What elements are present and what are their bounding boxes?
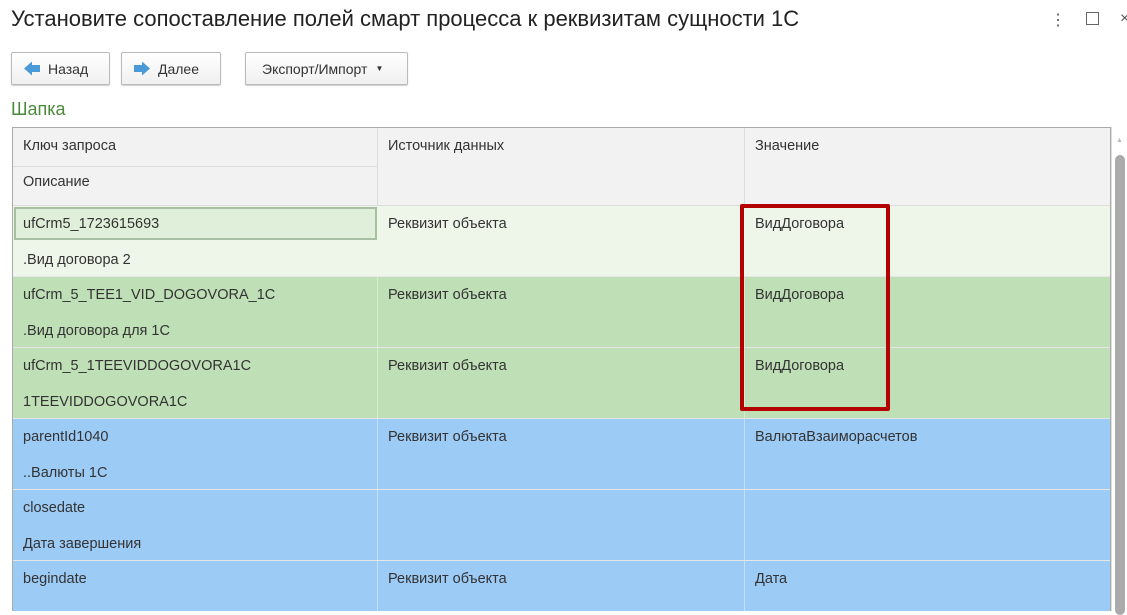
maximize-icon[interactable] [1086, 12, 1099, 25]
cell-key[interactable]: parentId1040 [23, 429, 109, 445]
table-header: Ключ запроса Описание Источник данных Зн… [13, 128, 1110, 206]
cell-key[interactable]: ufCrm_5_1TEEVIDDOGOVORA1C [23, 358, 252, 374]
window-title: Установите сопоставление полей смарт про… [11, 6, 800, 31]
next-label: Далее [158, 60, 200, 77]
highlight-box [740, 204, 890, 411]
scrollbar-thumb[interactable] [1115, 155, 1125, 615]
arrow-right-icon [134, 61, 150, 76]
header-description[interactable]: Описание [23, 174, 90, 190]
cell-value[interactable]: ВидДоговора [755, 287, 845, 303]
scroll-up-icon[interactable]: ▲ [1116, 137, 1123, 144]
export-import-button[interactable]: Экспорт/Импорт ▼ [245, 52, 408, 85]
table-row[interactable]: ufCrm5_1723615693 .Вид договора 2 Реквиз… [13, 206, 1110, 277]
back-label: Назад [48, 60, 89, 77]
mapping-table: Ключ запроса Описание Источник данных Зн… [12, 127, 1111, 611]
table-row[interactable]: ufCrm_5_1TEEVIDDOGOVORA1C 1TEEVIDDOGOVOR… [13, 348, 1110, 419]
arrow-left-icon [24, 61, 40, 76]
cell-value[interactable]: ВидДоговора [755, 216, 845, 232]
scrollbar[interactable]: ▲ [1111, 127, 1127, 615]
cell-description[interactable]: .Вид договора 2 [23, 252, 131, 268]
cell-key[interactable]: begindate [23, 571, 87, 587]
table-row[interactable]: ufCrm_5_TEE1_VID_DOGOVORA_1C .Вид догово… [13, 277, 1110, 348]
cell-key[interactable]: ufCrm_5_TEE1_VID_DOGOVORA_1C [23, 287, 276, 303]
cell-description[interactable]: ..Валюты 1С [23, 465, 108, 481]
back-button[interactable]: Назад [11, 52, 110, 85]
cell-source[interactable]: Реквизит объекта [388, 358, 507, 374]
cell-key[interactable]: ufCrm5_1723615693 [23, 216, 160, 232]
cell-source[interactable]: Реквизит объекта [388, 287, 507, 303]
cell-description[interactable]: 1TEEVIDDOGOVORA1C [23, 394, 188, 410]
close-icon[interactable]: × [1120, 10, 1127, 27]
cell-description[interactable]: .Вид договора для 1С [23, 323, 170, 339]
cell-value[interactable]: ВидДоговора [755, 358, 845, 374]
section-title: Шапка [11, 99, 66, 119]
cell-key[interactable]: closedate [23, 500, 86, 516]
cell-value[interactable]: Дата [755, 571, 788, 587]
next-button[interactable]: Далее [121, 52, 221, 85]
header-value[interactable]: Значение [755, 138, 820, 154]
header-source[interactable]: Источник данных [388, 138, 505, 154]
dropdown-icon: ▼ [375, 64, 384, 73]
table-row[interactable]: closedate Дата завершения [13, 490, 1110, 561]
more-icon[interactable]: ⋮ [1050, 12, 1066, 29]
cell-source[interactable]: Реквизит объекта [388, 216, 507, 232]
cell-value[interactable]: ВалютаВзаиморасчетов [755, 429, 918, 445]
table-row[interactable]: begindate Реквизит объекта Дата [13, 561, 1110, 611]
header-key[interactable]: Ключ запроса [23, 138, 117, 154]
cell-source[interactable]: Реквизит объекта [388, 571, 507, 587]
table-row[interactable]: parentId1040 ..Валюты 1С Реквизит объект… [13, 419, 1110, 490]
cell-source[interactable]: Реквизит объекта [388, 429, 507, 445]
cell-description[interactable]: Дата завершения [23, 536, 142, 552]
export-import-label: Экспорт/Импорт [262, 60, 368, 77]
